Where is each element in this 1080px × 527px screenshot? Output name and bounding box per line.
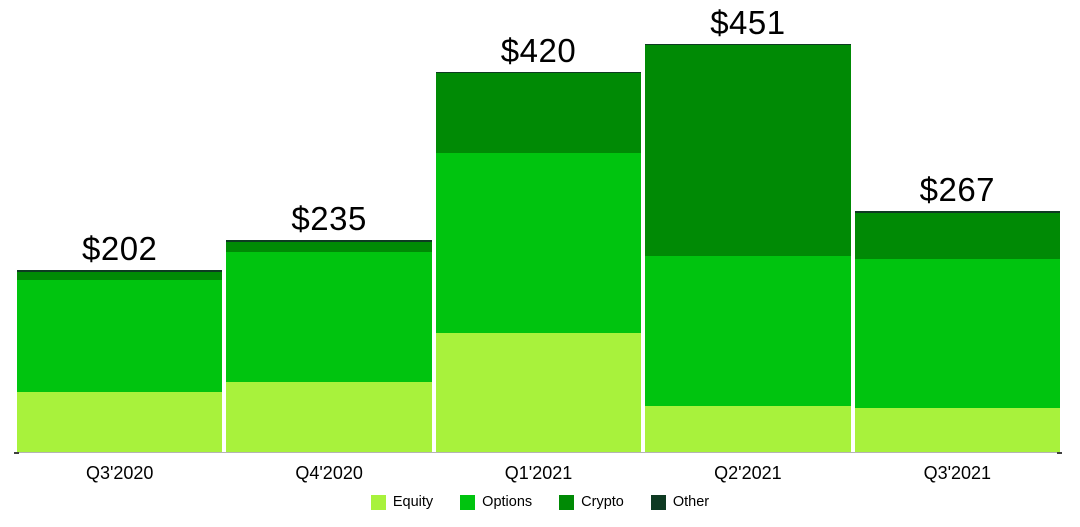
bar-total-label: $267 [919,171,996,209]
x-axis-tick-right [1057,452,1062,454]
bar-segment-equity [17,392,223,453]
bar-total-label: $420 [500,31,577,69]
bar-segment-equity [226,382,432,453]
legend-swatch-other [650,494,666,510]
legend-swatch-equity [370,494,386,510]
x-axis-label: Q2'2021 [714,463,782,483]
bar-segment-other [645,43,851,46]
bar-segment-crypto [854,212,1061,260]
bar-total-label: $202 [81,230,158,268]
legend-label-other: Other [672,494,710,510]
bar-total-label: $235 [291,200,367,238]
bar-segment-other [17,270,223,272]
bars-container: $202 $235 $420 $451 $267 [17,0,1061,453]
legend-item-crypto: Crypto [559,494,624,510]
legend-label-equity: Equity [392,494,434,510]
legend-label-crypto: Crypto [581,494,624,510]
x-axis-labels: Q3'2020 Q4'2020 Q1'2021 Q2'2021 Q3'2021 [17,453,1060,484]
bar-segment-options [17,279,223,393]
bar-segment-other [226,240,432,242]
x-axis-label: Q3'2020 [85,463,154,483]
legend-swatch-crypto [559,494,575,510]
bar-q4-2020: $235 [226,200,432,453]
bar-q2-2021: $451 [645,3,851,453]
plot-area: $202 $235 $420 $451 $267 [14,0,1062,454]
bar-segment-other [854,211,1061,213]
x-axis-label: Q1'2021 [504,463,573,483]
bar-segment-equity [854,407,1061,453]
bar-segment-equity [645,405,851,453]
x-axis-label: Q4'2020 [295,463,363,483]
bar-total-label: $451 [710,3,786,41]
legend-label-options: Options [482,494,533,510]
legend-item-other: Other [650,494,710,510]
bar-q3-2021: $267 [854,171,1061,453]
bar-segment-crypto [645,45,851,257]
legend-swatch-options [460,494,476,510]
bar-segment-options [226,251,432,383]
bar-segment-crypto [435,73,642,154]
bar-q1-2021: $420 [435,31,642,453]
chart-legend: Equity Options Crypto Other [0,494,1080,510]
legend-item-equity: Equity [370,494,434,510]
bar-segment-options [645,256,851,406]
bar-segment-crypto [17,271,223,280]
bar-q3-2020: $202 [17,230,223,453]
bar-segment-options [854,259,1061,408]
x-axis-tick-left [14,452,19,454]
bar-segment-equity [435,332,642,453]
bar-segment-other [435,71,642,74]
bar-segment-crypto [226,241,432,252]
x-axis-label: Q3'2021 [923,463,992,483]
legend-item-options: Options [460,494,532,510]
bar-segment-options [435,153,642,333]
x-axis-line [14,452,1062,454]
